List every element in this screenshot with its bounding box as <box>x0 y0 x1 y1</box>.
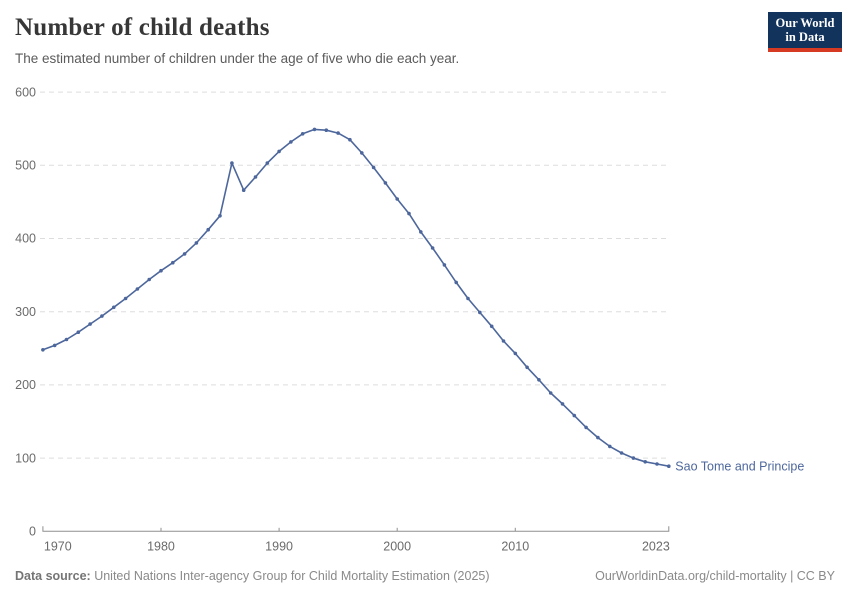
data-point-1997[interactable] <box>360 151 364 155</box>
data-markers <box>41 127 671 469</box>
chart-header: Number of child deaths The estimated num… <box>15 14 755 66</box>
x-axis-label-2000: 2000 <box>383 539 411 553</box>
chart-subtitle: The estimated number of children under t… <box>15 51 460 66</box>
data-point-2017[interactable] <box>596 435 600 440</box>
data-point-2018[interactable] <box>608 444 612 449</box>
y-axis-tick-100: 100 <box>15 451 36 465</box>
data-point-1972[interactable] <box>64 337 69 342</box>
data-point-2006[interactable] <box>466 296 470 301</box>
x-axis-label-1990: 1990 <box>265 539 293 553</box>
data-point-2011[interactable] <box>525 365 529 370</box>
owid-logo-line1: Our World <box>775 16 835 30</box>
data-point-1981[interactable] <box>171 260 175 265</box>
data-point-1986[interactable] <box>230 161 234 165</box>
data-point-1983[interactable] <box>194 241 199 245</box>
data-point-2022[interactable] <box>655 462 659 466</box>
data-point-1996[interactable] <box>348 137 352 142</box>
data-point-2004[interactable] <box>442 263 447 267</box>
data-source-label: Data source: <box>15 569 91 583</box>
data-point-2023[interactable] <box>667 464 671 469</box>
x-axis-line <box>42 526 670 532</box>
data-point-1980[interactable] <box>159 268 163 273</box>
owid-logo[interactable]: Our World in Data <box>768 12 842 52</box>
chart-footer: Data source: United Nations Inter-agency… <box>15 569 835 583</box>
data-point-1975[interactable] <box>100 314 104 318</box>
data-point-1984[interactable] <box>206 227 210 232</box>
license-link[interactable]: OurWorldinData.org/child-mortality | CC … <box>595 569 835 583</box>
data-point-1977[interactable] <box>123 296 128 301</box>
data-point-1994[interactable] <box>324 128 329 132</box>
data-source-note: Data source: United Nations Inter-agency… <box>15 569 490 583</box>
data-point-1998[interactable] <box>371 165 376 170</box>
data-point-2008[interactable] <box>489 324 494 329</box>
data-point-1973[interactable] <box>76 330 81 335</box>
data-point-1971[interactable] <box>52 343 57 348</box>
data-point-1991[interactable] <box>289 140 293 144</box>
data-point-2002[interactable] <box>419 230 423 234</box>
data-point-2009[interactable] <box>501 339 506 343</box>
y-axis-tick-0: 0 <box>29 525 36 539</box>
data-point-2016[interactable] <box>584 425 588 430</box>
x-axis-label-1980: 1980 <box>147 539 175 553</box>
owid-logo-text: Our World in Data <box>768 12 842 48</box>
x-axis-label-2023: 2023 <box>642 539 670 553</box>
data-point-2003[interactable] <box>430 246 435 250</box>
y-axis-tick-400: 400 <box>15 232 36 246</box>
data-source-text: United Nations Inter-agency Group for Ch… <box>90 569 490 583</box>
data-point-2014[interactable] <box>560 402 565 406</box>
data-point-1979[interactable] <box>147 277 151 282</box>
data-point-1995[interactable] <box>336 131 340 135</box>
data-point-1974[interactable] <box>88 322 92 326</box>
data-point-2021[interactable] <box>643 460 647 464</box>
entity-label[interactable]: Sao Tome and Principe <box>675 459 804 473</box>
data-point-2007[interactable] <box>478 310 482 315</box>
data-point-1976[interactable] <box>112 305 116 310</box>
y-axis-tick-600: 600 <box>15 85 36 99</box>
data-point-1989[interactable] <box>265 161 270 165</box>
data-point-1992[interactable] <box>300 132 305 136</box>
data-point-1988[interactable] <box>253 175 258 179</box>
data-point-1990[interactable] <box>277 149 281 154</box>
data-point-2020[interactable] <box>631 456 636 460</box>
data-point-1982[interactable] <box>182 252 187 256</box>
y-axis-tick-300: 300 <box>15 305 36 319</box>
data-point-2010[interactable] <box>513 351 518 356</box>
data-point-1987[interactable] <box>241 188 246 192</box>
data-point-1999[interactable] <box>383 181 388 185</box>
data-point-2005[interactable] <box>454 280 459 285</box>
data-point-1993[interactable] <box>312 127 317 132</box>
x-axis-label-2010: 2010 <box>501 539 529 553</box>
data-point-2001[interactable] <box>407 211 411 216</box>
x-axis-label-1970: 1970 <box>44 539 72 553</box>
y-axis-tick-200: 200 <box>15 378 36 392</box>
data-point-1978[interactable] <box>135 287 140 291</box>
data-point-2015[interactable] <box>572 413 577 418</box>
page-title: Number of child deaths <box>15 14 270 41</box>
data-point-2000[interactable] <box>395 197 400 201</box>
data-point-2019[interactable] <box>619 451 624 455</box>
data-point-2012[interactable] <box>537 378 541 382</box>
data-point-1985[interactable] <box>218 214 222 218</box>
data-point-2013[interactable] <box>548 391 553 395</box>
y-axis-tick-500: 500 <box>15 159 36 173</box>
data-line[interactable] <box>42 128 670 468</box>
owid-logo-line2: in Data <box>785 30 825 44</box>
data-point-1970[interactable] <box>41 348 45 352</box>
